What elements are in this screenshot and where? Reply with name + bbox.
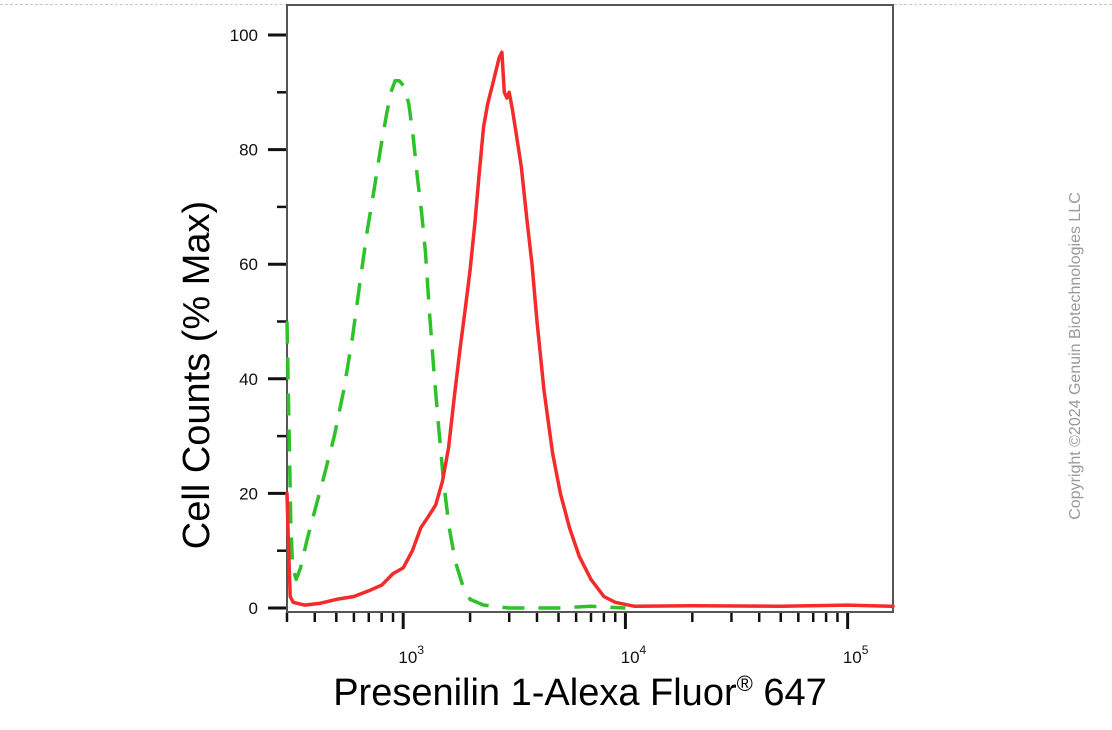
x-tick-label: 105 bbox=[843, 643, 869, 667]
x-axis: 103 104 105 bbox=[285, 612, 869, 667]
y-axis-title: Cell Counts (% Max) bbox=[176, 201, 218, 549]
y-axis: 0 20 40 60 80 100 bbox=[230, 26, 287, 618]
copyright-watermark: Copyright ©2024 Genuin Biotechnologies L… bbox=[1067, 192, 1084, 520]
stained-histogram-line bbox=[285, 50, 895, 609]
y-tick-label: 20 bbox=[239, 484, 258, 503]
y-tick-label: 100 bbox=[230, 26, 258, 45]
y-tick-label: 0 bbox=[249, 599, 258, 618]
x-tick-label: 103 bbox=[398, 643, 424, 667]
x-tick-label: 104 bbox=[621, 643, 647, 667]
y-tick-label: 80 bbox=[239, 141, 258, 160]
x-axis-title: Presenilin 1-Alexa Fluor® 647 bbox=[333, 671, 827, 714]
plot-frame bbox=[286, 4, 894, 613]
control-histogram-line bbox=[285, 79, 626, 610]
y-tick-label: 40 bbox=[239, 370, 258, 389]
x-axis-title-main: Presenilin 1-Alexa Fluor bbox=[333, 672, 737, 714]
x-axis-title-tail: 647 bbox=[753, 672, 827, 714]
y-tick-label: 60 bbox=[239, 255, 258, 274]
series-group bbox=[285, 50, 895, 610]
x-axis-title-sup: ® bbox=[737, 671, 753, 696]
